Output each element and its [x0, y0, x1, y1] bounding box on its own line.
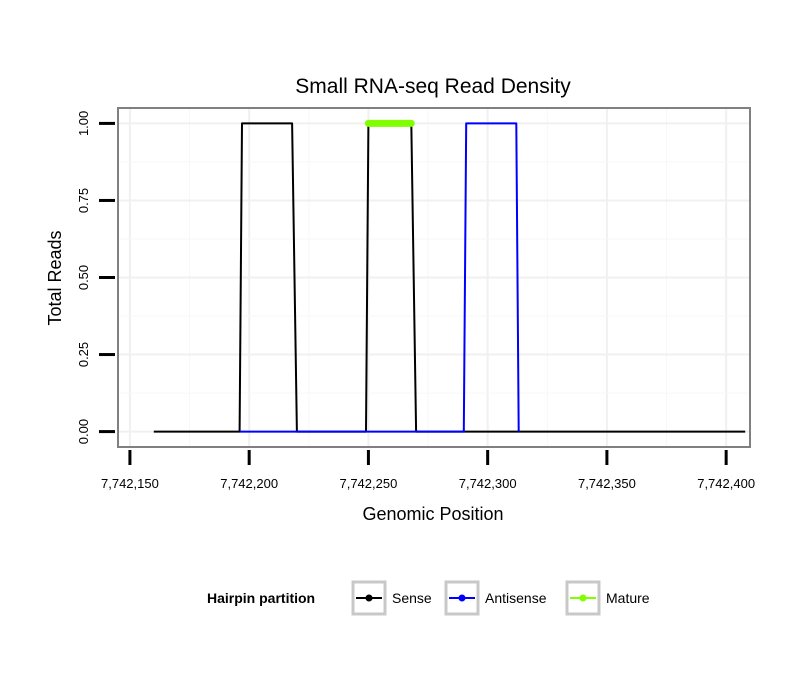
x-tick-label: 7,742,350 [578, 476, 636, 491]
y-tick-label: 1.00 [76, 111, 91, 136]
legend-label: Antisense [485, 590, 547, 606]
x-tick-label: 7,742,150 [101, 476, 159, 491]
x-tick-label: 7,742,250 [339, 476, 397, 491]
chart-title: Small RNA-seq Read Density [295, 75, 571, 98]
y-axis: 0.00 0.25 0.50 0.75 1.00 [76, 111, 115, 444]
legend: Hairpin partition Sense Antisense Mature [207, 580, 650, 616]
y-axis-label: Total Reads [45, 230, 65, 325]
legend-item-sense: Sense [351, 580, 432, 616]
legend-key-point [365, 594, 373, 602]
legend-label: Mature [606, 590, 650, 606]
y-tick-label: 0.50 [76, 265, 91, 290]
series-line-antisense [239, 122, 520, 433]
series-layer [153, 119, 746, 433]
legend-label: Sense [392, 590, 432, 606]
plot-border [117, 107, 751, 448]
x-axis: 7,742,150 7,742,200 7,742,250 7,742,300 7,74… [101, 450, 755, 491]
y-tick-label: 0.00 [76, 419, 91, 444]
x-tick-label: 7,742,200 [220, 476, 278, 491]
grid [118, 108, 750, 447]
x-tick-label: 7,742,300 [459, 476, 517, 491]
y-tick-label: 0.25 [76, 342, 91, 367]
legend-item-antisense: Antisense [444, 580, 547, 616]
legend-title: Hairpin partition [207, 590, 315, 606]
plot-panel [117, 107, 751, 448]
x-axis-label: Genomic Position [362, 504, 503, 524]
legend-item-mature: Mature [565, 580, 650, 616]
x-tick-label: 7,742,400 [697, 476, 755, 491]
legend-key-point [458, 594, 466, 602]
legend-key-point [579, 594, 587, 602]
y-tick-label: 0.75 [76, 188, 91, 213]
